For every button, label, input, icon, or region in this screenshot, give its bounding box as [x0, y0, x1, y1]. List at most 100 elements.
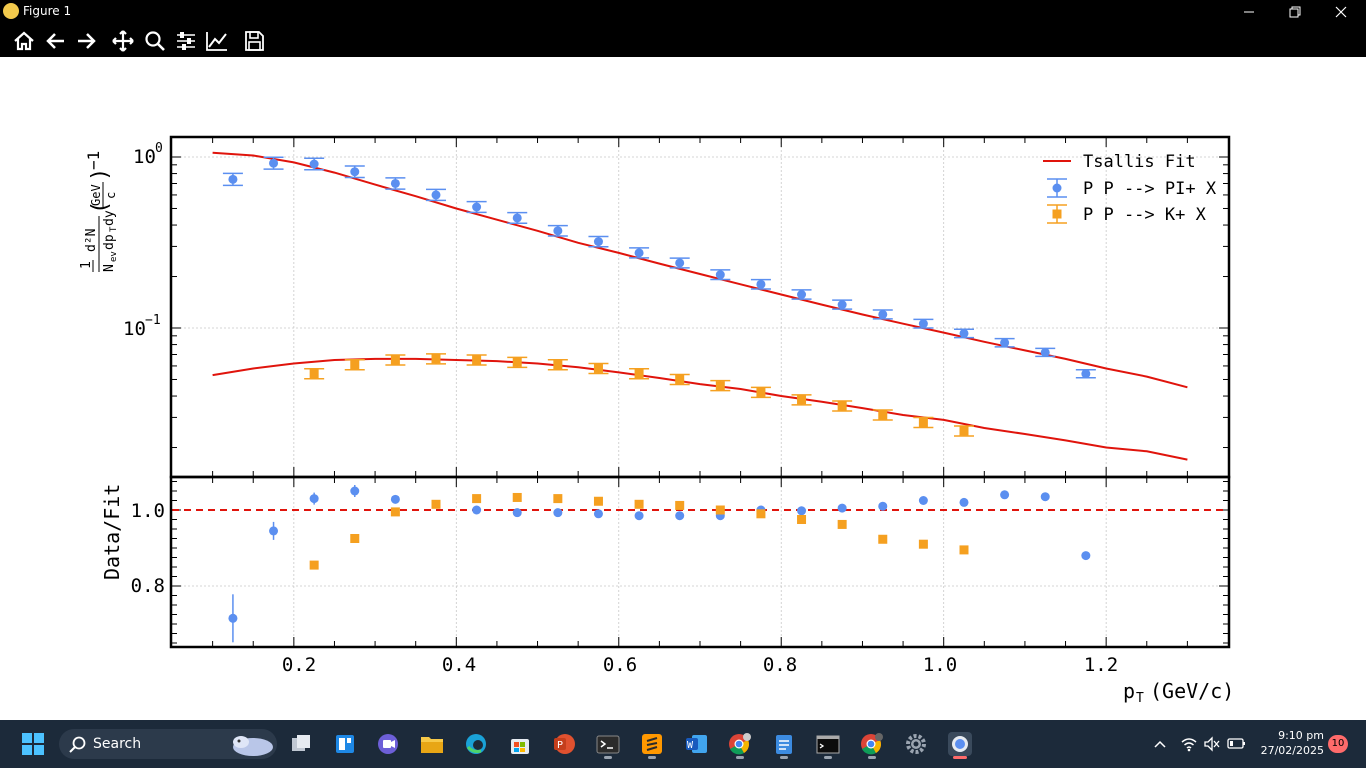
top-data-points — [222, 156, 1096, 437]
home-icon — [14, 31, 34, 51]
taskbar-app[interactable] — [371, 728, 405, 760]
pion-data-point — [675, 258, 685, 268]
configure-subplots-button[interactable] — [173, 28, 199, 54]
kaon-ratio-point — [593, 496, 603, 506]
edit-axis-button[interactable] — [204, 28, 230, 54]
kaon-ratio-point — [634, 499, 644, 509]
configure-subplots-icon — [177, 32, 195, 50]
taskbar-app[interactable] — [328, 728, 362, 760]
legend-kaon-label: P P --> K+ X — [1083, 205, 1207, 225]
clock-date: 27/02/2025 — [1260, 744, 1324, 757]
pan-button[interactable] — [110, 28, 136, 54]
pion-ratio-point — [959, 497, 969, 507]
pion-data-point — [878, 309, 888, 319]
taskbar-app[interactable] — [415, 728, 449, 760]
kaon-ratio-point — [918, 539, 928, 549]
pion-ratio-point — [918, 496, 928, 505]
back-button[interactable] — [43, 28, 69, 54]
pion-data-point — [228, 174, 238, 184]
svg-text:d²N: d²N — [84, 229, 99, 252]
pion-ratio-point — [472, 505, 482, 515]
close-button[interactable] — [1318, 0, 1364, 23]
taskbar-app[interactable]: P — [547, 728, 581, 760]
taskbar-app[interactable] — [723, 728, 757, 760]
pion-data-point — [512, 213, 522, 223]
fit-curves — [212, 151, 1188, 461]
taskbar-app[interactable] — [503, 728, 537, 760]
x-tick-label: 1.2 — [1084, 654, 1118, 676]
notification-badge[interactable]: 10 — [1328, 735, 1348, 753]
notepad-icon — [776, 735, 792, 754]
forward-icon — [78, 33, 96, 49]
x-tick-labels: 0.2 0.4 0.6 0.8 1.0 1.2 — [282, 654, 1118, 676]
save-icon — [245, 31, 264, 51]
title-bar: Figure 1 — [0, 0, 1366, 23]
chrome-alt-icon — [861, 733, 883, 755]
svg-text:GeV: GeV — [89, 184, 103, 206]
home-button[interactable] — [11, 28, 37, 54]
start-icon — [22, 733, 44, 755]
pion-data-point — [431, 190, 441, 200]
taskbar-app[interactable] — [899, 728, 933, 760]
svg-text:dp: dp — [102, 234, 117, 250]
plot-svg: 10 0 10 −1 0.8 1.0 0.2 0.4 0.6 0.8 1.0 1… — [79, 135, 1234, 706]
pion-data-point — [837, 300, 847, 310]
bottom-ticks — [172, 478, 1228, 646]
teams-icon — [378, 734, 398, 754]
kaon-ratio-point — [797, 515, 807, 524]
taskbar-app[interactable] — [591, 728, 625, 760]
battery-icon[interactable] — [1227, 736, 1247, 752]
volume-muted-icon[interactable] — [1203, 735, 1221, 753]
kaon-data-point — [309, 369, 319, 379]
wifi-icon[interactable] — [1180, 735, 1198, 753]
sublime-icon — [642, 734, 662, 754]
taskbar-search-box[interactable]: Search — [59, 729, 277, 759]
ratio-data-points — [228, 485, 1091, 643]
terminal-icon — [596, 735, 620, 754]
taskbar-app[interactable] — [943, 728, 977, 760]
taskbar-app[interactable] — [459, 728, 493, 760]
pion-ratio-point — [675, 511, 685, 521]
legend-kaon-marker — [1052, 209, 1062, 219]
x-tick-label: 0.2 — [282, 654, 316, 676]
pion-ratio-point — [309, 494, 319, 504]
kaon-ratio-point — [756, 509, 766, 519]
taskbar-app[interactable] — [635, 728, 669, 760]
zoom-button[interactable] — [142, 28, 168, 54]
taskbar-app[interactable]: W — [679, 728, 713, 760]
system-clock[interactable]: 9:10 pm 27/02/2025 — [1261, 728, 1324, 758]
minimize-icon — [1244, 11, 1254, 12]
kaon-data-point — [553, 360, 563, 370]
kaon-data-point — [431, 354, 441, 364]
kaon-data-point — [756, 387, 766, 397]
kaon-data-point — [959, 426, 969, 436]
store-icon — [511, 739, 529, 754]
x-tick-label: 1.0 — [923, 654, 957, 676]
pion-ratio-point — [1000, 490, 1010, 500]
minimize-button[interactable] — [1226, 0, 1272, 23]
widgets-icon — [336, 735, 354, 753]
pion-ratio-point — [269, 526, 279, 536]
taskbar-app[interactable] — [855, 728, 889, 760]
search-label: Search — [93, 736, 142, 752]
svg-text:N: N — [102, 264, 117, 272]
pion-ratio-point — [593, 509, 603, 519]
top-grid — [172, 138, 1228, 476]
kaon-ratio-point — [472, 494, 482, 504]
legend-pion-label: P P --> PI+ X — [1083, 179, 1217, 199]
save-button[interactable] — [241, 28, 267, 54]
taskbar-app[interactable] — [811, 728, 845, 760]
pion-data-point — [390, 178, 400, 188]
app-icon — [3, 3, 19, 19]
svg-text:W: W — [687, 740, 694, 751]
chevron-up-icon[interactable] — [1152, 736, 1168, 752]
taskbar-app[interactable] — [284, 728, 318, 760]
forward-button[interactable] — [73, 28, 99, 54]
maximize-button[interactable] — [1272, 0, 1318, 23]
clock-time: 9:10 pm — [1278, 729, 1324, 742]
svg-text:T: T — [1136, 691, 1144, 706]
y-tick-label: 10 — [133, 146, 156, 168]
start-button[interactable] — [16, 728, 50, 760]
taskbar-app[interactable] — [767, 728, 801, 760]
y-bottom-tick-labels: 0.8 1.0 — [131, 500, 165, 597]
